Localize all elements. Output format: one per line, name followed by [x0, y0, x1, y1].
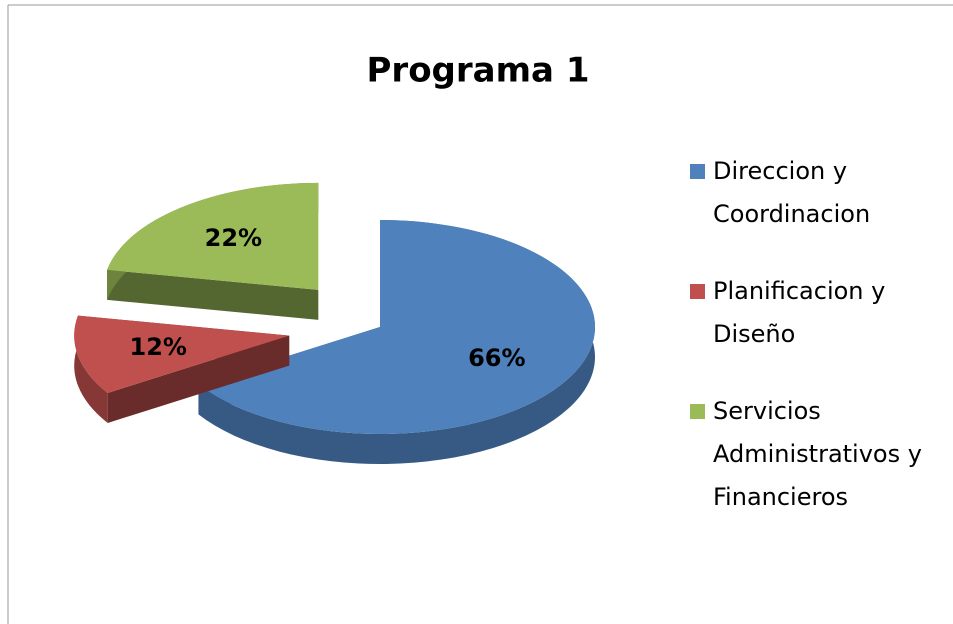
slice	[74, 315, 290, 393]
legend-swatch	[690, 284, 705, 299]
legend-item: Direccion y Coordinacion	[690, 150, 940, 236]
slice	[107, 182, 319, 290]
legend-swatch	[690, 404, 705, 419]
slice-group: 22%	[107, 182, 319, 320]
data-label: 22%	[205, 224, 262, 252]
legend-label: Planificacion y Diseño	[713, 277, 886, 348]
slice-group: 12%	[74, 315, 290, 423]
legend-label: Direccion y Coordinacion	[713, 157, 871, 228]
legend-label: Servicios Administrativos y Financieros	[713, 397, 922, 511]
legend: Direccion y Coordinacion Planificacion y …	[690, 150, 940, 553]
slice-side	[74, 315, 108, 423]
slice-group: 66%	[198, 220, 596, 464]
legend-swatch	[690, 164, 705, 179]
legend-item: Servicios Administrativos y Financieros	[690, 390, 940, 519]
legend-item: Planificacion y Diseño	[690, 270, 940, 356]
slice	[198, 220, 596, 434]
chart-title: Programa 1	[367, 51, 590, 91]
data-label: 66%	[468, 344, 525, 372]
data-label: 12%	[130, 333, 187, 361]
slice-side	[107, 269, 319, 320]
